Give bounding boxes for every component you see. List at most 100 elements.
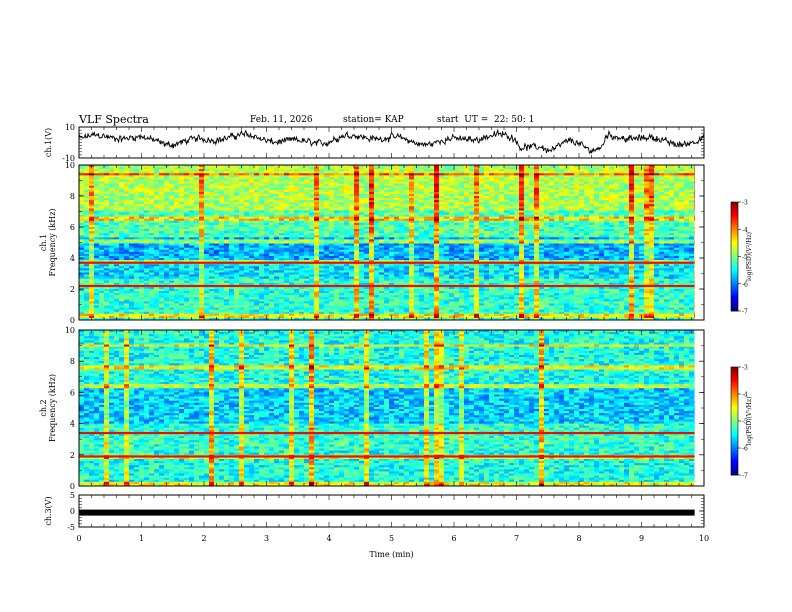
spectrogram-cell [359, 181, 365, 184]
spectrogram-cell [264, 214, 270, 218]
spectrogram-cell [94, 237, 100, 240]
spectrogram-cell [204, 175, 210, 178]
spectrogram-cell [619, 214, 625, 218]
spectrogram-cell [364, 239, 370, 242]
spectrogram-cell [604, 210, 610, 213]
spectrogram-cell [249, 227, 255, 230]
spectrogram-cell [239, 212, 245, 215]
spectrogram-cell [579, 171, 585, 174]
spectrogram-cell [604, 208, 610, 211]
spectrogram-cell [539, 171, 545, 174]
spectrogram-cell [614, 212, 620, 215]
spectrogram-cell [294, 229, 300, 232]
spectrogram-cell [309, 222, 315, 226]
spectrogram-cell [329, 200, 335, 203]
spectrogram-cell [534, 200, 540, 203]
spectrogram-cell [539, 191, 545, 195]
spectrogram-cell [289, 175, 295, 178]
spectrogram-cell [459, 196, 465, 199]
spectrogram-cell [444, 167, 450, 170]
spectrogram-cell [529, 202, 535, 205]
spectrogram-cell [309, 227, 315, 230]
spectrogram-cell [379, 175, 385, 178]
spectrogram-cell [519, 229, 525, 232]
spectrogram-cell [624, 210, 630, 213]
spectrogram-cell [279, 231, 285, 234]
spectrogram-cell [379, 206, 385, 209]
spectrogram-cell [629, 212, 635, 215]
spectrogram-cell [264, 191, 270, 195]
spectrogram-cell [539, 175, 545, 178]
spectrogram-cell [534, 237, 540, 240]
spectrogram-cell [109, 185, 115, 189]
spectrogram-cell [124, 165, 130, 168]
spectrogram-cell [614, 200, 620, 203]
spectrogram-cell [559, 185, 565, 189]
spectrogram-cell [224, 169, 230, 172]
spectrogram-cell [479, 204, 485, 207]
spectrogram-cell [84, 193, 90, 197]
spectrogram-cell [564, 210, 570, 213]
spectrogram-cell [234, 206, 240, 209]
spectrogram-cell [289, 179, 295, 182]
spectrogram-cell [164, 179, 170, 182]
spectrogram-cell [634, 167, 640, 170]
spectrogram-cell [354, 169, 360, 172]
spectrogram-cell [124, 227, 130, 230]
spectrogram-cell [354, 183, 360, 187]
spectrogram-cell [419, 193, 425, 197]
spectrogram-cell [144, 191, 150, 195]
spectrogram-cell [489, 206, 495, 209]
spectrogram-cell [359, 218, 365, 222]
spectrogram-cell [79, 224, 85, 228]
spectrogram-cell [509, 191, 515, 195]
spectrogram-cell [599, 169, 605, 172]
spectrogram-cell [189, 175, 195, 178]
spectrogram-cell [374, 210, 380, 213]
spectrogram-cell [424, 224, 430, 228]
spectrogram-cell [349, 200, 355, 203]
spectrogram-cell [654, 204, 660, 207]
spectrogram-cell [134, 185, 140, 189]
spectrogram-cell [564, 233, 570, 236]
spectrogram-cell [279, 216, 285, 220]
spectrogram-cell [354, 193, 360, 197]
spectrogram-cell [194, 216, 200, 220]
spectrogram-cell [344, 212, 350, 215]
spectrogram-cell [339, 208, 345, 211]
spectrogram-cell [504, 183, 510, 187]
spectrogram-cell [479, 227, 485, 230]
spectrogram-cell [224, 167, 230, 170]
spectrogram-cell [659, 214, 665, 218]
spectrogram-cell [154, 171, 160, 174]
spectrogram-cell [499, 229, 505, 232]
spectrogram-cell [214, 212, 220, 215]
spectrogram-cell [464, 181, 470, 184]
spectrogram-cell [249, 165, 255, 168]
spectrogram-cell [264, 206, 270, 209]
spectrogram-cell [154, 220, 160, 224]
spectrogram-cell [84, 233, 90, 236]
spectrogram-cell [219, 191, 225, 195]
spectrogram-cell [89, 235, 95, 238]
spectrogram-cell [134, 218, 140, 222]
spectrogram-cell [294, 235, 300, 238]
spectrogram-cell [359, 222, 365, 226]
spectrogram-cell [484, 224, 490, 228]
spectrogram-cell [374, 193, 380, 197]
spectrogram-cell [239, 189, 245, 193]
spectrogram-cell [494, 239, 500, 242]
spectrogram-cell [519, 173, 525, 176]
spectrogram-cell [109, 218, 115, 222]
spectrogram-cell [174, 181, 180, 184]
spectrogram-cell [624, 169, 630, 172]
spectrogram-cell [124, 167, 130, 170]
spectrogram-cell [249, 171, 255, 174]
spectrogram-cell [554, 224, 560, 228]
spectrogram-cell [399, 239, 405, 242]
spectrogram-cell [184, 167, 190, 170]
spectrogram-cell [374, 196, 380, 199]
spectrogram-cell [304, 185, 310, 189]
spectrogram-cell [134, 224, 140, 228]
spectrogram-cell [464, 183, 470, 187]
